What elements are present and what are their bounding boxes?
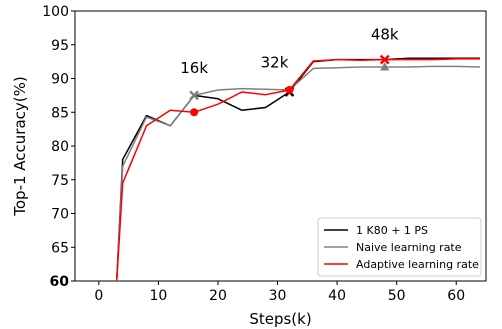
marker-dot-3 <box>285 85 294 94</box>
x-tick-label-2: 20 <box>209 288 227 304</box>
marker-x-0 <box>189 90 199 101</box>
y-axis-label: Top-1 Accuracy(%) <box>11 76 29 216</box>
x-tick-label-4: 40 <box>328 288 346 304</box>
y-tick-label-1: 65 <box>51 240 69 256</box>
y-tick-label-4: 80 <box>51 139 69 155</box>
x-axis-label: Steps(k) <box>249 310 311 328</box>
marker-x-5 <box>379 54 390 65</box>
y-tick-label-0: 60 <box>50 274 70 290</box>
legend-label-2: Adaptive learning rate <box>356 258 479 271</box>
legend-label-1: Naive learning rate <box>356 241 462 254</box>
annotation-0: 16k <box>180 59 208 77</box>
y-tick-label-8: 100 <box>42 4 69 20</box>
x-tick-label-6: 60 <box>447 288 465 304</box>
y-tick-label-6: 90 <box>51 72 69 88</box>
annotation-1: 32k <box>261 54 289 72</box>
legend-label-0: 1 K80 + 1 PS <box>356 224 428 237</box>
y-tick-label-5: 85 <box>51 105 69 121</box>
marker-triangle-4 <box>380 62 390 71</box>
legend-box <box>317 217 482 277</box>
x-tick-label-5: 50 <box>388 288 406 304</box>
annotation-2: 48k <box>371 25 399 43</box>
x-tick-label-1: 10 <box>149 288 167 304</box>
marker-dot-1 <box>190 108 199 117</box>
y-tick-label-3: 75 <box>51 173 69 189</box>
x-tick-label-3: 30 <box>269 288 287 304</box>
y-tick-label-7: 95 <box>51 38 69 54</box>
y-tick-label-2: 70 <box>51 207 69 223</box>
x-tick-label-0: 0 <box>94 288 103 304</box>
